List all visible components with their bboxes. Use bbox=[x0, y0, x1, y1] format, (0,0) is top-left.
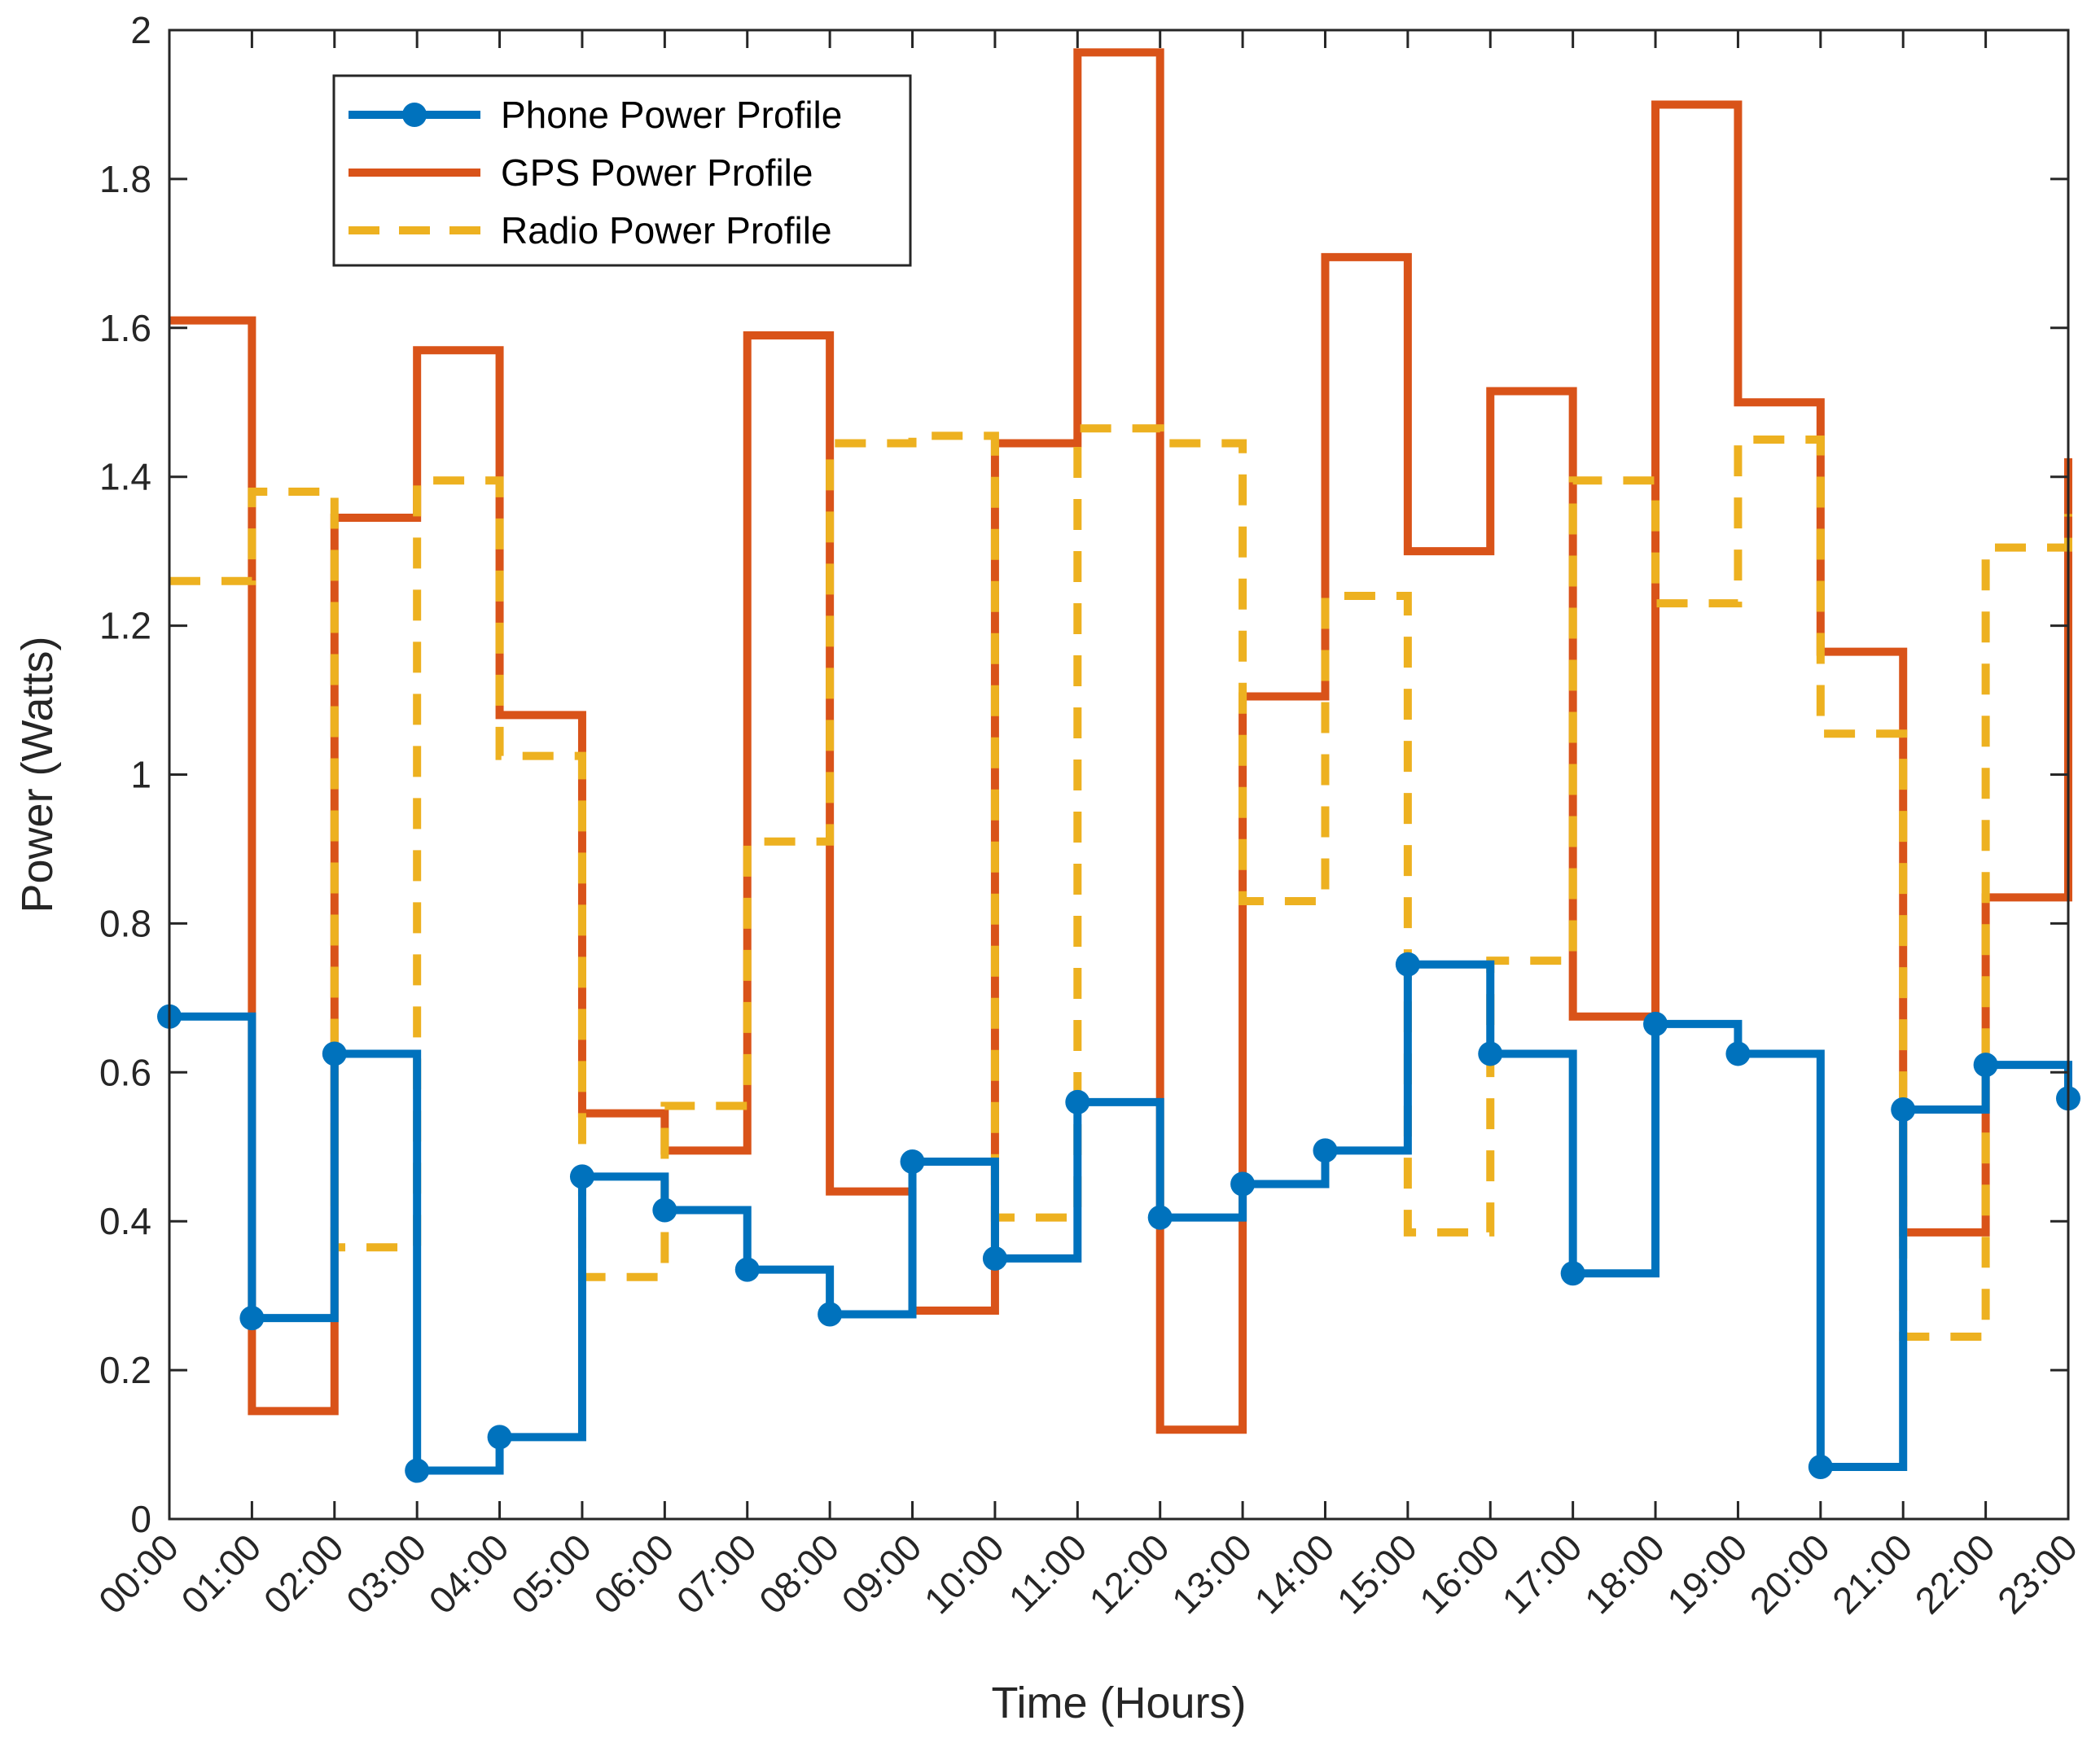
series-layer bbox=[157, 48, 2080, 1483]
y-tick-label: 0.8 bbox=[99, 902, 151, 944]
y-tick-label: 0.4 bbox=[99, 1200, 151, 1242]
series-phone-power-profile bbox=[157, 952, 2080, 1483]
data-point-phone-power-profile-15 bbox=[1395, 952, 1420, 977]
data-point-phone-power-profile-5 bbox=[569, 1164, 594, 1189]
data-point-phone-power-profile-19 bbox=[1725, 1041, 1751, 1066]
y-tick-label: 1.8 bbox=[99, 158, 151, 200]
data-point-phone-power-profile-12 bbox=[1147, 1205, 1173, 1230]
y-tick-label: 0.6 bbox=[99, 1051, 151, 1093]
data-point-phone-power-profile-9 bbox=[900, 1149, 925, 1175]
y-tick-label: 2 bbox=[130, 9, 151, 51]
data-point-phone-power-profile-21 bbox=[1891, 1097, 1916, 1123]
data-point-phone-power-profile-13 bbox=[1230, 1171, 1256, 1197]
data-point-phone-power-profile-1 bbox=[239, 1306, 265, 1331]
y-tick-label: 1.6 bbox=[99, 307, 151, 349]
x-axis-title: Time (Hours) bbox=[991, 1679, 1246, 1727]
plot-area bbox=[169, 30, 2068, 1519]
series-radio-power-profile bbox=[169, 424, 2072, 1341]
y-tick-label: 0 bbox=[130, 1498, 151, 1540]
legend: Phone Power Profile GPS Power Profile Radi… bbox=[332, 74, 912, 267]
y-tick-label: 1.2 bbox=[99, 605, 151, 647]
y-tick-label: 0.2 bbox=[99, 1349, 151, 1391]
series-line-radio-power-profile bbox=[169, 424, 2072, 1341]
legend-label-phone-power-profile: Phone Power Profile bbox=[501, 94, 842, 136]
y-tick-label: 1 bbox=[130, 754, 151, 796]
data-point-phone-power-profile-6 bbox=[652, 1197, 677, 1223]
data-point-phone-power-profile-17 bbox=[1560, 1261, 1585, 1286]
data-point-phone-power-profile-16 bbox=[1478, 1041, 1503, 1066]
data-point-phone-power-profile-22 bbox=[1973, 1053, 1998, 1078]
data-point-phone-power-profile-14 bbox=[1313, 1138, 1338, 1163]
data-point-phone-power-profile-2 bbox=[322, 1041, 347, 1066]
y-tick-label: 1.4 bbox=[99, 456, 151, 498]
data-point-phone-power-profile-10 bbox=[982, 1245, 1007, 1271]
legend-label-radio-power-profile: Radio Power Profile bbox=[501, 209, 832, 252]
legend-marker-phone-power-profile bbox=[402, 103, 427, 127]
data-point-phone-power-profile-8 bbox=[818, 1302, 843, 1327]
data-point-phone-power-profile-18 bbox=[1643, 1011, 1668, 1036]
data-point-phone-power-profile-4 bbox=[487, 1425, 512, 1450]
data-point-phone-power-profile-7 bbox=[734, 1257, 760, 1282]
data-point-phone-power-profile-3 bbox=[405, 1458, 430, 1483]
y-axis-title: Power (Watts) bbox=[13, 636, 62, 913]
legend-label-gps-power-profile: GPS Power Profile bbox=[501, 151, 813, 194]
data-point-phone-power-profile-11 bbox=[1065, 1089, 1090, 1114]
data-point-phone-power-profile-20 bbox=[1808, 1454, 1833, 1479]
